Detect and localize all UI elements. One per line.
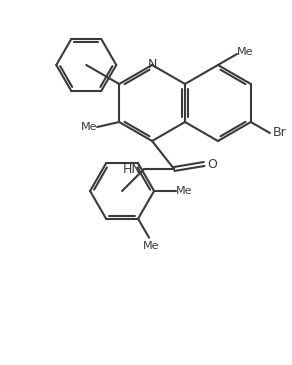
Text: N: N: [147, 58, 157, 70]
Text: Me: Me: [143, 241, 159, 251]
Text: Me: Me: [81, 122, 98, 132]
Text: HN: HN: [123, 162, 141, 176]
Text: Me: Me: [237, 47, 253, 57]
Text: Me: Me: [176, 186, 192, 196]
Text: O: O: [207, 158, 217, 170]
Text: Br: Br: [273, 127, 287, 139]
